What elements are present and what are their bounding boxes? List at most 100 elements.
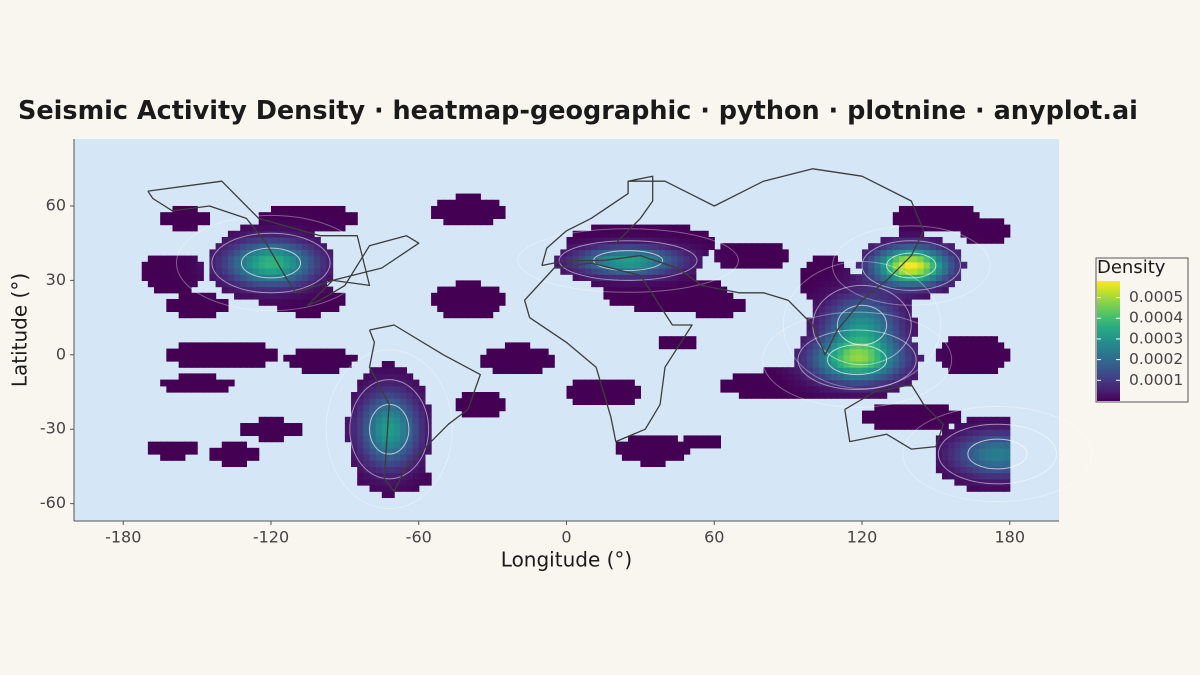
heatmap-cell <box>375 460 383 468</box>
heatmap-cell <box>172 286 180 294</box>
density-contour <box>211 232 331 294</box>
heatmap-cell <box>954 274 962 281</box>
heatmap-cell <box>874 361 882 368</box>
heatmap-cell <box>960 441 968 449</box>
heatmap-cell <box>603 280 611 288</box>
heatmap-cell <box>271 255 278 263</box>
heatmap-cell <box>621 292 629 300</box>
heatmap-cell <box>406 379 414 387</box>
heatmap-cell <box>283 292 291 300</box>
heatmap-cell <box>209 249 217 257</box>
heatmap-cell <box>683 292 691 300</box>
heatmap-cell <box>818 298 826 306</box>
density-contours <box>175 214 1093 510</box>
heatmap-cell <box>1003 478 1011 486</box>
heatmap-cell <box>985 218 992 226</box>
heatmap-cell <box>880 354 888 362</box>
heatmap-cell <box>184 361 192 368</box>
heatmap-cell <box>400 423 408 430</box>
heatmap-cell <box>307 205 315 213</box>
heatmap-cell <box>301 249 309 257</box>
heatmap-cell <box>369 404 377 412</box>
heatmap-cell <box>978 429 986 437</box>
heatmap-cell <box>394 423 401 430</box>
heatmap-cell <box>763 261 771 269</box>
heatmap-cell <box>874 317 882 325</box>
heatmap-cell <box>320 354 328 362</box>
heatmap-cell <box>997 342 1005 350</box>
heatmap-cell <box>874 392 882 399</box>
heatmap-cell <box>929 212 937 219</box>
heatmap-cell <box>387 379 395 387</box>
heatmap-cell <box>831 373 838 381</box>
heatmap-cell <box>511 367 518 375</box>
heatmap-cell <box>837 336 845 343</box>
heatmap-cell <box>843 392 851 399</box>
heatmap-cell <box>351 435 358 443</box>
heatmap-cell <box>831 367 838 375</box>
heatmap-cell <box>387 429 395 437</box>
heatmap-cell <box>658 292 666 300</box>
heatmap-cell <box>326 224 334 232</box>
heatmap-cell <box>708 280 715 288</box>
heatmap-cell <box>154 286 161 294</box>
heatmap-cell <box>609 292 617 300</box>
heatmap-cell <box>874 379 882 387</box>
heatmap-cell <box>628 385 635 393</box>
heatmap-cell <box>400 466 408 474</box>
heatmap-cell <box>960 212 968 219</box>
heatmap-cell <box>621 274 629 281</box>
heatmap-cell <box>271 354 278 362</box>
heatmap-cell <box>307 224 315 232</box>
heatmap-cell <box>474 292 481 300</box>
heatmap-cell <box>363 404 371 412</box>
heatmap-cell <box>351 416 358 424</box>
heatmap-cell <box>307 249 315 257</box>
heatmap-cell <box>338 292 346 300</box>
heatmap-cell <box>978 224 986 232</box>
heatmap-cell <box>271 249 278 257</box>
heatmap-cell <box>942 354 949 362</box>
heatmap-cell <box>868 249 875 257</box>
heatmap-cell <box>363 460 371 468</box>
heatmap-cell <box>763 367 771 375</box>
heatmap-cell <box>437 205 444 213</box>
heatmap-cell <box>178 354 186 362</box>
heatmap-cell <box>289 423 297 430</box>
heatmap-cell <box>289 361 297 368</box>
heatmap-cell <box>831 330 838 337</box>
heatmap-cell <box>314 280 321 288</box>
heatmap-cell <box>652 292 660 300</box>
heatmap-cell <box>658 342 666 350</box>
heatmap-cell <box>221 342 229 350</box>
heatmap-cell <box>351 218 358 226</box>
heatmap-cell <box>985 423 992 430</box>
heatmap-cell <box>252 274 260 281</box>
heatmap-cell <box>184 354 192 362</box>
heatmap-cell <box>277 255 284 263</box>
heatmap-cell <box>677 441 685 449</box>
heatmap-cell <box>215 447 223 455</box>
heatmap-cell <box>954 416 962 424</box>
heatmap-cell <box>301 261 309 269</box>
heatmap-cell <box>603 261 611 269</box>
heatmap-cell <box>314 354 321 362</box>
heatmap-cell <box>665 435 672 443</box>
heatmap-cell <box>184 348 192 356</box>
heatmap-cell <box>523 361 531 368</box>
heatmap-cell <box>972 416 980 424</box>
heatmap-cell <box>375 373 383 381</box>
heatmap-cell <box>708 298 715 306</box>
heatmap-cell <box>449 218 457 226</box>
heatmap-cell <box>942 441 949 449</box>
heatmap-cell <box>874 342 882 350</box>
heatmap-cell <box>683 280 691 288</box>
heatmap-cell <box>240 342 247 350</box>
heatmap-cell <box>825 354 832 362</box>
heatmap-cell <box>745 249 752 257</box>
heatmap-cell <box>905 342 912 350</box>
heatmap-cell <box>671 441 678 449</box>
heatmap-cell <box>812 373 820 381</box>
heatmap-cell <box>677 305 685 312</box>
heatmap-cell <box>966 342 974 350</box>
